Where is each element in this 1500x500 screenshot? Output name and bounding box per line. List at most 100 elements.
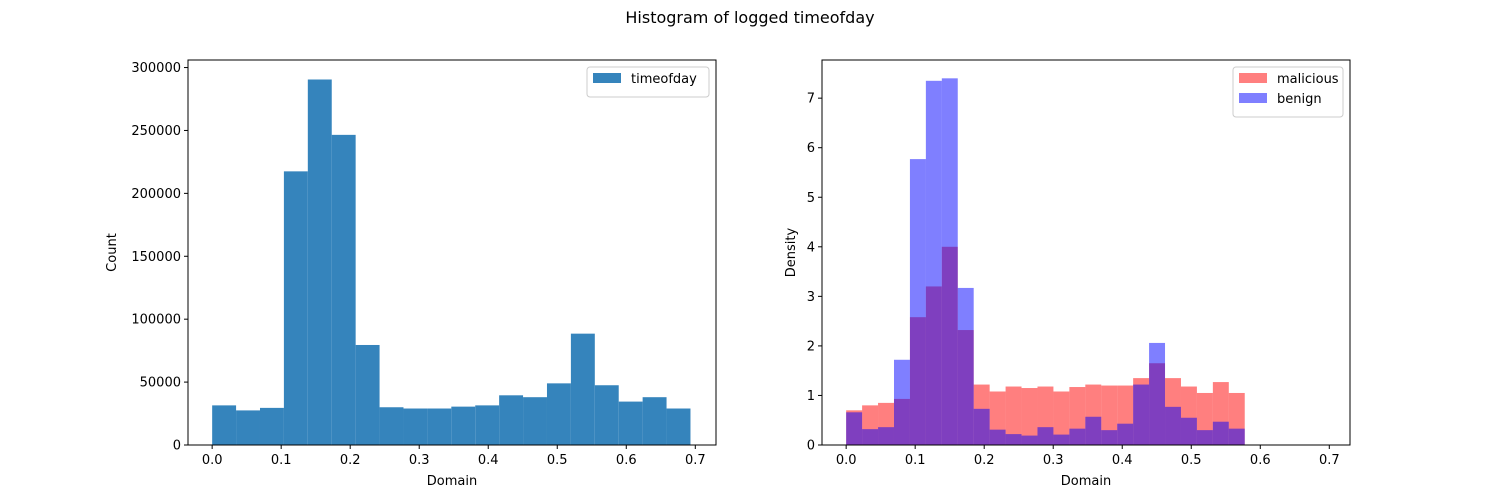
density-histogram-panel: 0.0 0.1 0.2 0.3 0.4 0.5 0.6 0.7 0 1 2 3 4 5 6 7 Domain De…: [784, 59, 1351, 489]
series-timeofday: [212, 79, 691, 446]
legend-label: malicious: [1277, 72, 1339, 87]
x-tick-label: 0.1: [905, 453, 926, 468]
legend: timeofday: [586, 66, 710, 98]
x-tick-label: 0.6: [616, 453, 637, 468]
histogram-bar: [259, 407, 284, 445]
histogram-bar: [427, 408, 452, 445]
histogram-bar: [1133, 384, 1150, 445]
legend-swatch: [1239, 93, 1267, 103]
y-tick-label: 3: [807, 290, 815, 305]
x-tick-label: 0.5: [547, 453, 568, 468]
series-benign: [846, 78, 1245, 445]
histogram-bar: [1165, 406, 1181, 445]
y-tick-label: 100000: [131, 313, 181, 328]
histogram-bar: [1117, 423, 1134, 445]
y-tick-label: 200000: [131, 187, 181, 202]
axes-frame: [821, 59, 1351, 446]
histogram-bar: [236, 410, 260, 445]
x-tick-label: 0.1: [271, 453, 292, 468]
x-tick-label: 0.4: [1112, 453, 1133, 468]
histogram-bar: [331, 134, 356, 446]
legend: malicious benign: [1232, 66, 1344, 118]
x-tick-label: 0.2: [340, 453, 361, 468]
x-tick-label: 0.2: [974, 453, 995, 468]
histogram-bar: [1085, 416, 1102, 445]
histogram-bar: [1005, 434, 1022, 445]
histogram-bar: [1149, 342, 1166, 445]
legend-label: timeofday: [631, 72, 697, 87]
histogram-bar: [1228, 428, 1245, 445]
legend-label: benign: [1277, 92, 1322, 107]
histogram-bar: [403, 408, 428, 445]
y-tick-label: 4: [807, 240, 815, 255]
y-tick-label: 0: [173, 439, 181, 454]
histogram-bar: [307, 79, 332, 445]
histogram-bar: [893, 359, 910, 445]
y-tick-label: 6: [807, 141, 815, 156]
histogram-bar: [523, 397, 547, 445]
histogram-bar: [1212, 421, 1229, 445]
histogram-bar: [451, 406, 476, 445]
axes-frame: [187, 59, 717, 446]
histogram-bar: [499, 395, 524, 445]
histogram-bar: [1069, 428, 1086, 445]
figure-title: Histogram of logged timeofday: [625, 8, 874, 27]
y-tick-label: 300000: [131, 61, 181, 76]
histogram-bar: [878, 427, 894, 445]
y-axis-label: Count: [105, 233, 120, 272]
histogram-bar: [546, 383, 571, 445]
x-tick-label: 0.7: [685, 453, 706, 468]
histogram-bar: [642, 397, 667, 445]
y-tick-label: 250000: [131, 124, 181, 139]
histogram-bar: [1101, 430, 1118, 445]
y-tick-label: 7: [807, 92, 815, 107]
histogram-bar: [666, 408, 691, 445]
histogram-bar: [1005, 386, 1022, 445]
x-tick-label: 0.3: [1043, 453, 1064, 468]
histogram-bar: [1180, 417, 1197, 445]
count-histogram-panel: 0.0 0.1 0.2 0.3 0.4 0.5 0.6 0.7 0 50000 100000 1500…: [105, 59, 717, 489]
x-axis-label: Domain: [427, 474, 477, 489]
histogram-bar: [283, 171, 308, 445]
y-tick-label: 5: [807, 191, 815, 206]
x-tick-label: 0.6: [1250, 453, 1271, 468]
histogram-bar: [957, 287, 974, 445]
y-tick-label: 50000: [140, 376, 181, 391]
histogram-bar: [1053, 391, 1070, 445]
x-tick-label: 0.7: [1319, 453, 1340, 468]
histogram-bar: [594, 385, 619, 445]
histogram-bar: [941, 78, 958, 445]
histogram-bar: [1037, 427, 1054, 445]
y-tick-label: 150000: [131, 250, 181, 265]
x-tick-label: 0.4: [478, 453, 499, 468]
histogram-bar: [925, 80, 942, 445]
histogram-bar: [1196, 430, 1213, 445]
x-axis-label: Domain: [1061, 474, 1111, 489]
histogram-bar: [973, 408, 990, 445]
histogram-bar: [618, 401, 643, 445]
histogram-bar: [846, 412, 863, 445]
y-tick-label: 0: [807, 439, 815, 454]
histogram-bar: [909, 159, 926, 445]
histogram-bar: [379, 407, 404, 445]
histogram-bar: [475, 405, 500, 445]
x-tick-label: 0.5: [1181, 453, 1202, 468]
histogram-bar: [212, 405, 237, 445]
y-axis-label: Density: [784, 227, 799, 277]
histogram-bar: [1053, 434, 1070, 445]
histogram-bar: [1101, 385, 1118, 445]
y-tick-label: 1: [807, 389, 815, 404]
x-tick-label: 0.0: [836, 453, 857, 468]
histogram-bar: [1021, 388, 1038, 445]
histogram-bar: [570, 333, 595, 445]
legend-swatch: [593, 73, 621, 83]
histogram-bar: [1021, 435, 1038, 445]
histogram-bar: [862, 429, 879, 445]
x-tick-label: 0.3: [409, 453, 430, 468]
histogram-bar: [355, 344, 380, 445]
y-tick-label: 2: [807, 339, 815, 354]
legend-swatch: [1239, 73, 1267, 83]
x-tick-label: 0.0: [202, 453, 223, 468]
histogram-bar: [989, 429, 1006, 445]
